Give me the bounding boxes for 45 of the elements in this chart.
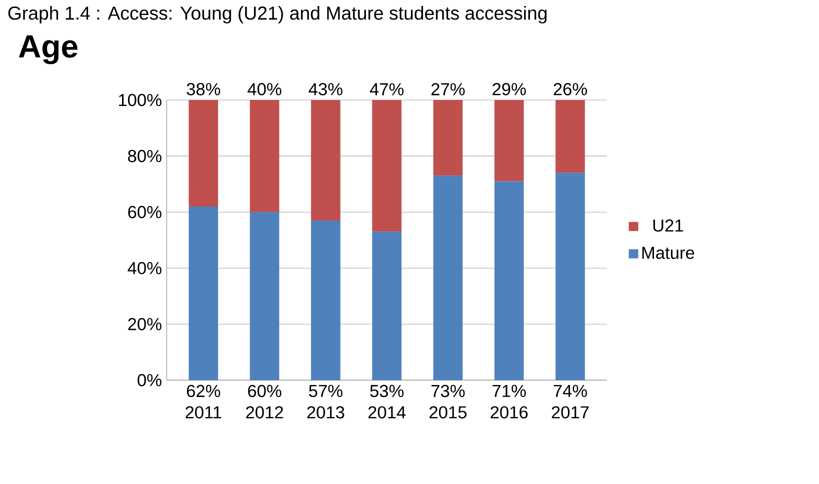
x-tick-label: 2016 [490,406,528,418]
bar [556,172,585,380]
data-label: 74% [554,384,587,397]
chart-subtitle: Age [18,35,78,64]
bar [188,100,218,206]
x-tick-label: 2012 [246,406,283,418]
data-label: 62% [186,384,220,398]
bar [372,100,402,232]
data-label: 27% [431,83,465,96]
data-label: 29% [492,82,526,96]
bar [494,100,524,182]
x-tick-label: 2013 [307,406,344,418]
chart-title: Graph 1.4 : Access: Young (U21) and Mature students accessing [8,6,547,24]
x-tick-label: 2014 [368,406,406,418]
bar [433,100,463,176]
x-tick-label: 2015 [430,406,467,418]
data-label: 47% [370,83,404,96]
data-label: 57% [309,384,342,397]
data-label: 40% [248,82,282,96]
y-tick-label: 100% [118,94,162,106]
data-label: 38% [186,82,220,96]
data-label: 71% [492,384,526,397]
y-tick-label: 40% [128,262,162,274]
bar [372,232,402,380]
y-tick-label: 60% [128,206,162,218]
y-tick-label: 80% [128,150,162,162]
bar [250,212,280,380]
x-tick-label: 2011 [186,406,222,418]
legend-label: U21 [653,219,683,232]
data-label: 53% [370,384,404,398]
x-tick-label: 2017 [552,406,589,418]
data-label: 43% [308,82,342,96]
legend-label: Mature [642,246,694,259]
bar [250,100,280,212]
bar [494,181,524,380]
bar [433,176,463,380]
bar [556,100,585,173]
y-tick-label: 20% [128,318,162,330]
data-label: 73% [432,384,465,398]
data-label: 26% [554,82,587,96]
bar [188,206,218,380]
bar [311,220,340,380]
data-label: 60% [248,384,282,398]
y-tick-label: 0% [138,374,162,386]
bar [311,100,340,220]
